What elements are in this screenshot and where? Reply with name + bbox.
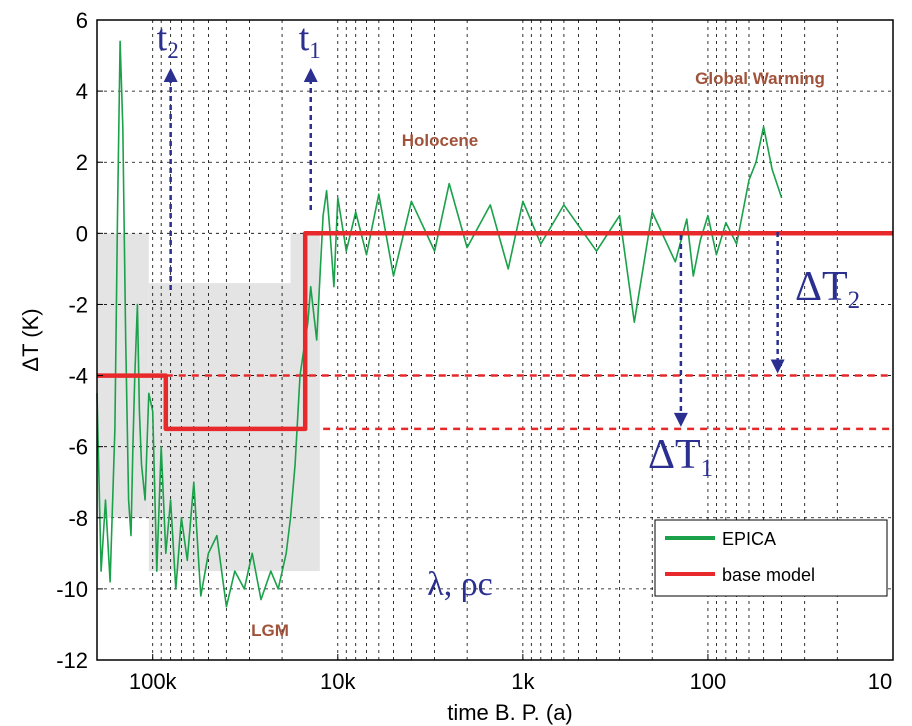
x-tick-label: 100k [129,669,178,694]
y-axis-label: ΔT (K) [18,308,43,371]
y-tick-label: -12 [56,648,88,673]
y-tick-label: -10 [56,577,88,602]
y-tick-label: -8 [68,506,88,531]
x-tick-label: 10k [320,669,356,694]
y-tick-label: 6 [76,8,88,33]
y-tick-label: -6 [68,435,88,460]
global-warming-label: Global Warming [695,69,825,88]
t1-arrow-head [303,68,318,82]
series-line-base-model [97,231,893,432]
x-tick-label: 100 [690,669,727,694]
y-tick-label: 0 [76,221,88,246]
x-tick-label: 1k [511,669,535,694]
y-tick-label: 4 [76,79,88,104]
dt1-label: ΔT1 [648,432,713,482]
dt2-label: ΔT2 [795,264,860,314]
dt2-arrow-head [770,359,785,374]
annotations: t2 t1 ΔT1 ΔT2 [157,17,861,482]
params-label: λ, ρc [427,566,493,603]
dt1-arrow-head [673,412,688,427]
t1-label: t1 [299,17,321,63]
legend: EPICA base model [654,519,888,597]
lgm-label: LGM [251,621,289,640]
axis-ticks: 100k 10k 1k 100 10 6 4 2 0 -2 -4 -6 -8 -10 -12 [56,8,894,694]
y-tick-label: -2 [68,292,88,317]
x-tick-label: 10 [868,669,892,694]
legend-label-epica: EPICA [722,529,776,549]
t2-arrow-head [163,68,178,82]
y-tick-label: 2 [76,150,88,175]
x-axis-label: time B. P. (a) [447,700,573,725]
y-tick-label: -4 [68,364,88,389]
legend-label-base-model: base model [722,565,815,585]
t2-label: t2 [157,17,179,63]
plot-area [96,40,893,608]
plot-frame [96,19,894,661]
holocene-label: Holocene [402,131,479,150]
series-line-epica [96,40,783,608]
legend-box [654,519,888,597]
